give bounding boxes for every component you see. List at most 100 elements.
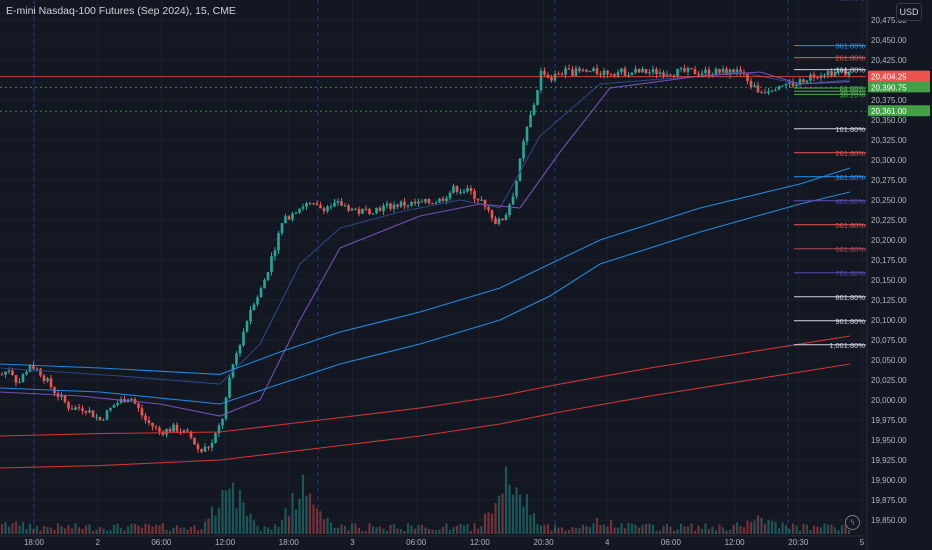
volume-bar: [375, 527, 378, 534]
volume-bar: [151, 526, 154, 534]
candle-body: [116, 403, 119, 406]
volume-bar: [774, 522, 777, 534]
candle-body: [847, 71, 851, 76]
candle-body: [420, 201, 424, 203]
candle-body: [112, 405, 116, 408]
volume-bar: [91, 530, 95, 534]
candle-body: [63, 395, 67, 403]
volume-bar: [28, 523, 32, 534]
y-tick-label: 20,175.00: [871, 256, 907, 265]
volume-bar: [837, 530, 840, 534]
volume-bar: [14, 521, 18, 534]
x-tick-label: 12:00: [215, 538, 236, 547]
candle-body: [42, 375, 46, 381]
volume-bar: [84, 525, 88, 534]
candle-body: [263, 280, 266, 289]
candle-body: [840, 69, 844, 71]
volume-bar: [823, 523, 826, 534]
candle-body: [270, 256, 273, 273]
volume-bar: [67, 525, 70, 534]
symbol-title[interactable]: E-mini Nasdaq-100 Futures (Sep 2024), 15…: [6, 5, 236, 17]
candle-body: [525, 126, 529, 142]
candle-body: [172, 424, 175, 432]
candle-body: [221, 418, 224, 426]
price-tag-value: 20,361.00: [871, 107, 907, 116]
volume-bar: [168, 530, 172, 534]
volume-bar: [189, 526, 193, 534]
candle-body: [637, 69, 641, 73]
candle-body: [35, 368, 39, 370]
volume-bar: [403, 530, 406, 534]
volume-bar: [182, 527, 186, 534]
volume-bar: [60, 525, 63, 534]
candle-body: [340, 201, 343, 206]
volume-bar: [126, 526, 130, 534]
candle-body: [518, 158, 522, 181]
volume-bar: [655, 530, 658, 534]
candle-body: [487, 206, 490, 211]
volume-bar: [469, 530, 473, 534]
volume-bar: [287, 516, 291, 534]
volume-bar: [630, 523, 634, 534]
volume-bar: [284, 508, 287, 534]
fib-level-label: 261.80%: [835, 54, 865, 63]
candle-body: [109, 407, 112, 411]
candle-body: [585, 69, 588, 72]
volume-bar: [816, 526, 819, 534]
candle-body: [343, 205, 347, 207]
volume-bar: [291, 492, 294, 534]
candle-body: [648, 72, 651, 74]
candle-body: [333, 202, 336, 207]
candle-body: [371, 213, 375, 215]
candle-body: [683, 68, 686, 72]
volume-bar: [263, 526, 266, 534]
volume-bar: [455, 525, 459, 534]
candle-body: [18, 381, 21, 383]
candle-body: [88, 410, 91, 413]
candle-body: [210, 442, 214, 448]
volume-bar: [567, 530, 571, 534]
candle-body: [613, 74, 616, 76]
candle-body: [25, 371, 28, 375]
lightning-icon[interactable]: ϟ: [845, 515, 860, 530]
candle-body: [382, 205, 385, 212]
candle-body: [805, 80, 809, 83]
candle-body: [690, 68, 693, 70]
x-tick-label: 18:00: [279, 538, 300, 547]
volume-bar: [753, 520, 756, 534]
volume-bar: [112, 524, 116, 534]
fib-level-label: 761.80%: [835, 269, 865, 278]
candle-body: [511, 196, 515, 205]
candle-body: [200, 449, 203, 452]
volume-bar: [154, 524, 158, 534]
volume-bar: [602, 524, 606, 534]
candle-body: [462, 191, 466, 193]
candle-body: [399, 201, 403, 207]
volume-bar: [270, 529, 273, 534]
candle-body: [830, 71, 833, 76]
candle-body: [809, 74, 812, 81]
volume-bar: [728, 529, 732, 534]
moving-average-line: [0, 191, 851, 405]
volume-bar: [210, 506, 214, 534]
x-tick-label: 06:00: [151, 538, 172, 547]
candle-body: [497, 218, 501, 224]
volume-bar: [319, 511, 322, 534]
currency-button[interactable]: USD: [896, 3, 922, 21]
candle-body: [235, 353, 238, 365]
y-tick-label: 20,350.00: [871, 116, 907, 125]
volume-bar: [70, 528, 74, 534]
volume-bar: [256, 525, 259, 534]
volume-bar: [140, 527, 144, 534]
volume-bar: [102, 528, 105, 534]
candle-body: [816, 77, 819, 79]
candle-body: [70, 408, 74, 410]
candle-body: [46, 378, 49, 381]
candle-body: [606, 70, 609, 75]
candle-body: [704, 69, 707, 74]
volume-bar: [749, 521, 753, 534]
candle-body: [739, 69, 742, 73]
